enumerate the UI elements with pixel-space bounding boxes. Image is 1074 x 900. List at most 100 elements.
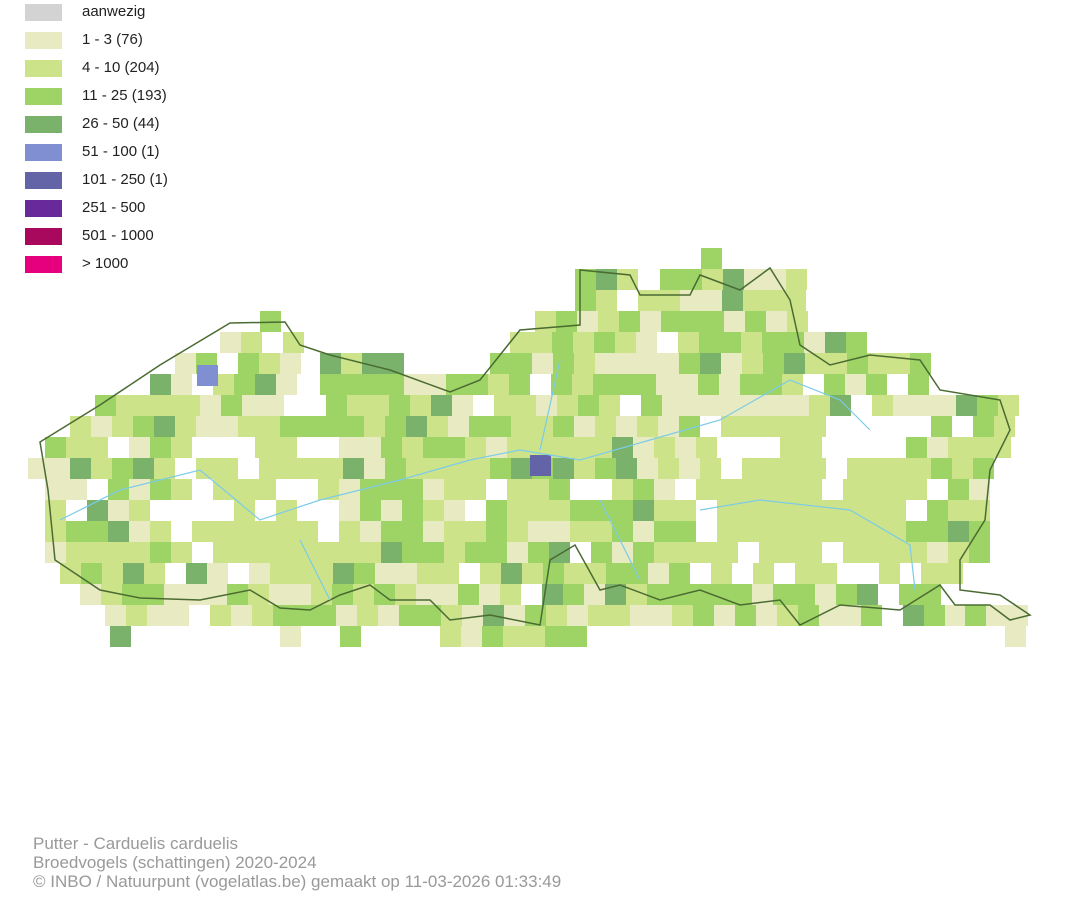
grid-cell: [108, 521, 129, 542]
grid-cell: [143, 584, 164, 605]
grid-cell: [144, 563, 165, 584]
grid-cell: [420, 605, 441, 626]
grid-cell: [147, 605, 168, 626]
grid-cell: [701, 290, 722, 311]
grid-cell: [423, 500, 444, 521]
grid-cell: [893, 395, 914, 416]
grid-cell: [530, 455, 551, 476]
grid-cell: [782, 374, 803, 395]
grid-cell: [280, 416, 301, 437]
grid-cell: [510, 332, 531, 353]
grid-cell: [549, 437, 570, 458]
grid-cell: [816, 563, 837, 584]
grid-cell: [448, 416, 469, 437]
grid-cell: [427, 416, 448, 437]
grid-cell: [399, 605, 420, 626]
grid-cell: [207, 563, 228, 584]
grid-cell: [378, 605, 399, 626]
grid-cell: [596, 290, 617, 311]
grid-cell: [210, 605, 231, 626]
grid-cell: [931, 416, 952, 437]
grid-cell: [795, 563, 816, 584]
grid-cell: [927, 500, 948, 521]
grid-cell: [446, 374, 467, 395]
legend-label: 51 - 100 (1): [82, 143, 160, 160]
grid-cell: [648, 563, 669, 584]
grid-cell: [742, 416, 763, 437]
grid-cell: [843, 521, 864, 542]
grid-cell: [444, 521, 465, 542]
grid-cell: [81, 563, 102, 584]
grid-cell: [801, 542, 822, 563]
grid-cell: [714, 605, 735, 626]
grid-cell: [549, 521, 570, 542]
grid-cell: [752, 584, 773, 605]
grid-cell: [679, 458, 700, 479]
grid-cell: [238, 353, 259, 374]
grid-cell: [465, 437, 486, 458]
grid-cell: [511, 353, 532, 374]
grid-cell: [458, 584, 479, 605]
grid-cell: [504, 605, 525, 626]
grid-cell: [956, 395, 977, 416]
grid-cell: [511, 458, 532, 479]
legend-label: 501 - 1000: [82, 227, 154, 244]
grid-cell: [469, 416, 490, 437]
grid-cell: [969, 437, 990, 458]
grid-cell: [965, 605, 986, 626]
grid-cell: [196, 416, 217, 437]
grid-cell: [759, 479, 780, 500]
grid-cell: [594, 332, 615, 353]
grid-cell: [273, 605, 294, 626]
grid-cell: [238, 416, 259, 437]
grid-cell: [724, 311, 745, 332]
grid-cell: [720, 332, 741, 353]
grid-cell: [312, 563, 333, 584]
grid-cell: [197, 365, 218, 386]
grid-cell: [322, 416, 343, 437]
grid-cell: [276, 374, 297, 395]
grid-cell: [636, 332, 657, 353]
region-outline: [39, 266, 1032, 626]
grid-cell: [116, 395, 137, 416]
grid-cell: [297, 521, 318, 542]
grid-cell: [605, 584, 626, 605]
grid-cell: [276, 542, 297, 563]
grid-cell: [700, 353, 721, 374]
grid-cell: [185, 584, 206, 605]
grid-cell: [360, 479, 381, 500]
grid-cell: [364, 458, 385, 479]
grid-cell: [573, 332, 594, 353]
map-credit: © INBO / Natuurpunt (vogelatlas.be) gema…: [33, 872, 561, 891]
grid-cell: [619, 311, 640, 332]
grid-cell: [627, 563, 648, 584]
grid-cell: [689, 584, 710, 605]
grid-cell: [866, 374, 887, 395]
grid-cell: [696, 479, 717, 500]
grid-cell: [654, 542, 675, 563]
grid-cell: [861, 605, 882, 626]
grid-cell: [591, 437, 612, 458]
grid-cell: [570, 500, 591, 521]
grid-cell: [819, 605, 840, 626]
grid-cell: [577, 311, 598, 332]
grid-cell: [122, 584, 143, 605]
grid-cell: [168, 605, 189, 626]
grid-cell: [822, 521, 843, 542]
grid-cell: [500, 584, 521, 605]
grid-cell: [574, 416, 595, 437]
grid-cell: [357, 605, 378, 626]
grid-cell: [647, 584, 668, 605]
grid-cell: [66, 521, 87, 542]
grid-cell: [87, 542, 108, 563]
grid-cell: [669, 563, 690, 584]
grid-cell: [339, 521, 360, 542]
grid-cell: [552, 332, 573, 353]
grid-cell: [112, 458, 133, 479]
grid-cell: [948, 479, 969, 500]
grid-cell: [564, 563, 585, 584]
grid-cell: [616, 416, 637, 437]
grid-cell: [150, 374, 171, 395]
grid-cell: [668, 584, 689, 605]
grid-cell: [320, 353, 341, 374]
